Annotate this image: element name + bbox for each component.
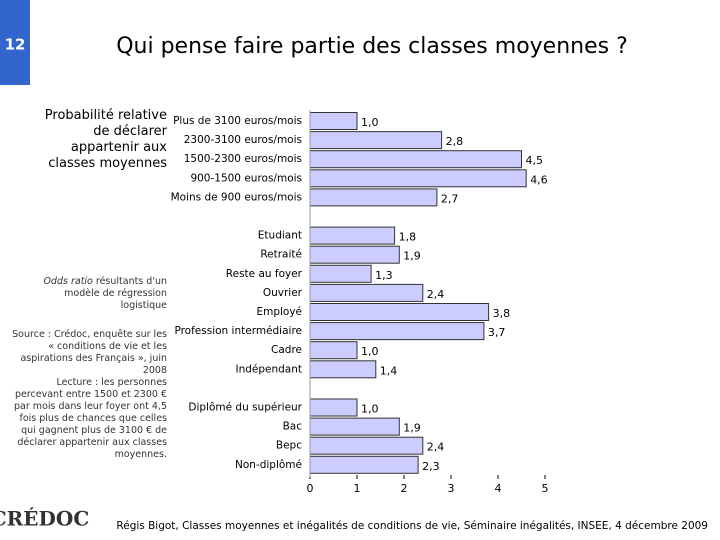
value-label: 2,4	[427, 441, 445, 454]
category-label: Etudiant	[258, 230, 302, 242]
bar	[309, 112, 358, 130]
bar	[309, 398, 358, 417]
side-label: Probabilité relative de déclarer apparte…	[44, 108, 167, 171]
category-label: Bepc	[276, 440, 302, 452]
logo: CRÉDOC	[0, 507, 89, 531]
note-text: résultants d'un modèle de régression log…	[64, 276, 167, 311]
category-label: Reste au foyer	[226, 268, 303, 280]
bar	[309, 341, 358, 360]
bar	[309, 303, 490, 321]
category-label: Cadre	[271, 344, 302, 356]
value-label: 2,4	[427, 288, 445, 301]
value-label: 1,8	[399, 231, 417, 244]
bar	[309, 283, 424, 302]
bar	[309, 436, 424, 455]
bar	[309, 322, 485, 341]
side-source: Source : Crédoc, enquête sur les « condi…	[10, 329, 167, 461]
category-label: Plus de 3100 euros/mois	[173, 115, 302, 127]
category-label: Employé	[256, 306, 302, 318]
value-label: 4,5	[526, 154, 544, 167]
category-label: Retraité	[260, 249, 302, 261]
chart-title: Qui pense faire partie des classes moyen…	[116, 34, 628, 59]
category-label: Ouvrier	[263, 287, 303, 299]
value-label: 1,3	[375, 269, 393, 282]
x-tick-label: 2	[401, 482, 408, 495]
category-label: 2300-3100 euros/mois	[184, 134, 302, 146]
note-italic: Odds ratio	[43, 276, 93, 287]
bar	[309, 188, 438, 207]
bar	[309, 245, 400, 264]
value-label: 1,9	[403, 250, 421, 263]
bar	[309, 360, 377, 379]
slide-number-box	[0, 0, 30, 85]
value-label: 2,3	[422, 460, 440, 473]
category-label: Bac	[283, 421, 303, 433]
category-label: Non-diplômé	[235, 459, 302, 471]
bar	[309, 150, 522, 169]
footer-text: Régis Bigot, Classes moyennes et inégali…	[116, 520, 708, 532]
category-label: Diplômé du supérieur	[188, 402, 302, 414]
x-tick-label: 4	[495, 482, 502, 495]
x-tick-label: 1	[354, 482, 361, 495]
slide-number: 12	[5, 36, 26, 54]
source: Source : Crédoc, enquête sur les « condi…	[12, 329, 167, 376]
side-note: Odds ratio résultants d'un modèle de rég…	[40, 276, 167, 312]
x-tick-label: 3	[448, 482, 455, 495]
x-tick-label: 0	[307, 482, 314, 495]
value-label: 1,4	[380, 364, 398, 377]
value-label: 1,0	[361, 403, 379, 416]
reading: Lecture : les personnes percevant entre …	[14, 377, 167, 460]
value-label: 1,0	[361, 345, 379, 358]
category-label: Indépendant	[235, 363, 302, 375]
bar	[309, 417, 400, 436]
value-label: 1,9	[403, 422, 421, 435]
value-label: 2,7	[441, 192, 459, 205]
bar	[309, 226, 396, 245]
bar	[309, 169, 527, 188]
x-tick-label: 5	[542, 482, 549, 495]
category-label: 900-1500 euros/mois	[190, 172, 302, 184]
bar	[309, 264, 372, 283]
value-label: 3,8	[493, 307, 511, 320]
category-label: Moins de 900 euros/mois	[171, 191, 302, 203]
value-label: 1,0	[361, 116, 379, 129]
value-label: 3,7	[488, 326, 506, 339]
value-label: 2,8	[446, 135, 464, 148]
category-label: 1500-2300 euros/mois	[184, 153, 302, 165]
category-label: Profession intermédiaire	[174, 325, 302, 337]
bar	[309, 455, 419, 474]
bar	[309, 131, 443, 150]
value-label: 4,6	[530, 173, 548, 186]
